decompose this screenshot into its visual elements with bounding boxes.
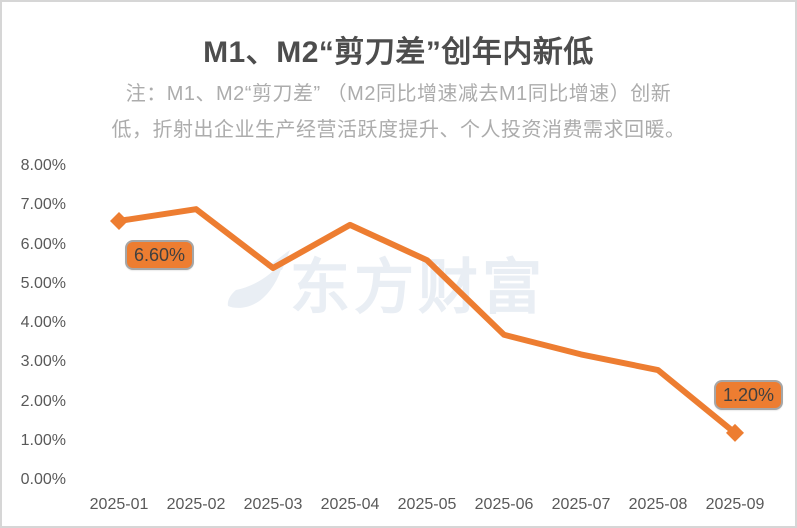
y-tick-label: 6.00% bbox=[20, 235, 66, 253]
x-tick-label: 2025-01 bbox=[89, 496, 149, 513]
x-tick-label: 2025-06 bbox=[474, 496, 534, 513]
chart-title: M1、M2“剪刀差”创年内新低 bbox=[203, 36, 594, 69]
watermark: 东方财富 bbox=[226, 250, 546, 326]
chart-note-line2: 低，折射出企业生产经营活跃度提升、个人投资消费需求回暖。 bbox=[111, 119, 686, 141]
y-tick-label: 3.00% bbox=[20, 353, 66, 371]
x-tick-label: 2025-09 bbox=[705, 496, 765, 513]
y-tick-label: 7.00% bbox=[20, 196, 66, 214]
first-point-marker bbox=[110, 211, 128, 230]
y-tick-label: 8.00% bbox=[20, 157, 66, 174]
y-tick-label: 0.00% bbox=[20, 471, 66, 488]
y-tick-label: 1.00% bbox=[20, 431, 66, 449]
y-tick-label: 4.00% bbox=[20, 314, 66, 331]
x-tick-label: 2025-02 bbox=[166, 496, 226, 513]
x-tick-label: 2025-05 bbox=[397, 496, 457, 513]
x-tick-label: 2025-03 bbox=[243, 496, 303, 513]
x-tick-label: 2025-07 bbox=[551, 496, 611, 513]
watermark-text: 东方财富 bbox=[290, 254, 546, 321]
data-label-first: 6.60% bbox=[125, 239, 195, 270]
chart-note-line1: 注：M1、M2“剪刀差” （M2同比增速减去M1同比增速）创新 bbox=[125, 83, 672, 105]
chart-note: 注：M1、M2“剪刀差” （M2同比增速减去M1同比增速）创新 低，折射出企业生… bbox=[2, 76, 795, 148]
y-tick-label: 5.00% bbox=[20, 274, 66, 292]
y-tick-label: 2.00% bbox=[20, 392, 66, 410]
x-tick-label: 2025-08 bbox=[628, 496, 688, 513]
x-tick-label: 2025-04 bbox=[320, 496, 380, 513]
eastmoney-logo-icon bbox=[227, 250, 290, 308]
series-line bbox=[116, 206, 738, 436]
data-label-last: 1.20% bbox=[714, 379, 784, 410]
last-point-marker bbox=[726, 423, 744, 442]
